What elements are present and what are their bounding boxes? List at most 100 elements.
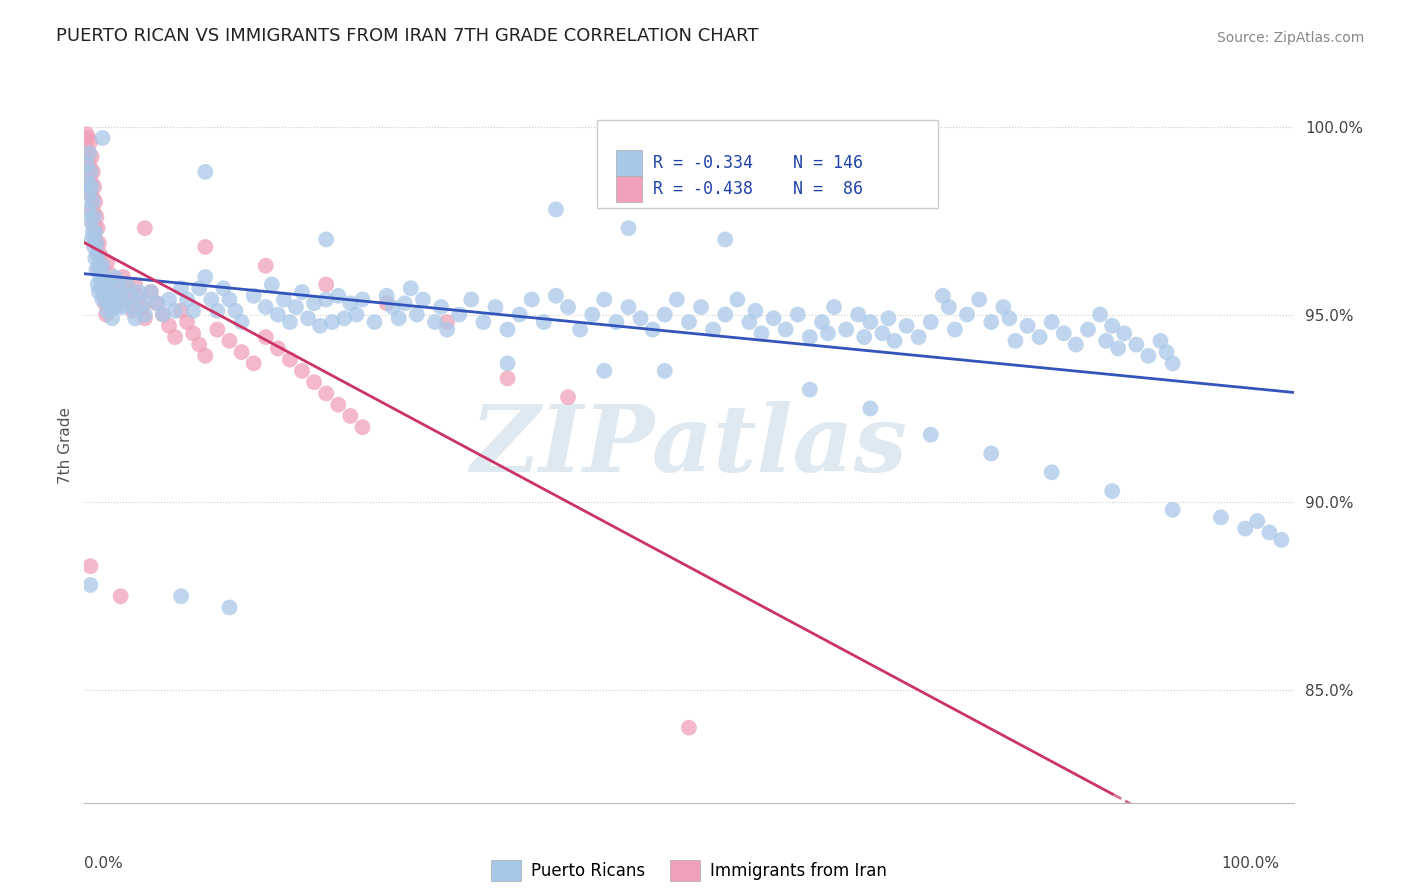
Point xyxy=(617,300,640,314)
Point xyxy=(278,315,301,329)
Text: 100.0%: 100.0% xyxy=(1222,856,1279,871)
Point xyxy=(1107,342,1129,356)
Point xyxy=(80,202,103,217)
Point xyxy=(333,311,356,326)
Point xyxy=(1101,318,1123,333)
Point xyxy=(472,315,495,329)
Point xyxy=(278,352,301,367)
Point xyxy=(430,300,453,314)
Point xyxy=(86,277,108,292)
Point xyxy=(194,165,217,179)
Point xyxy=(1053,326,1076,341)
Point xyxy=(423,315,446,329)
Point xyxy=(872,326,894,341)
Point xyxy=(83,232,105,246)
Point xyxy=(105,300,128,314)
Point xyxy=(315,386,337,401)
Point xyxy=(104,270,127,285)
Point xyxy=(134,221,156,235)
Point xyxy=(146,296,169,310)
Point xyxy=(1161,356,1184,370)
Point xyxy=(1017,318,1039,333)
Point xyxy=(484,300,506,314)
Point xyxy=(207,303,229,318)
Point xyxy=(714,232,737,246)
Point xyxy=(315,232,337,246)
Point xyxy=(121,303,143,318)
Point xyxy=(762,311,785,326)
Point xyxy=(131,300,153,314)
Point xyxy=(82,218,104,232)
Point xyxy=(436,315,458,329)
Point xyxy=(938,300,960,314)
Point xyxy=(1258,525,1281,540)
Point xyxy=(1234,522,1257,536)
Point xyxy=(86,236,108,251)
Point xyxy=(100,300,122,314)
Point xyxy=(557,300,579,314)
Point xyxy=(79,578,101,592)
Point xyxy=(254,259,277,273)
Point xyxy=(176,293,198,307)
Point xyxy=(328,289,350,303)
Point xyxy=(218,600,240,615)
Point xyxy=(315,293,337,307)
Point xyxy=(98,289,121,303)
Point xyxy=(315,277,337,292)
Point xyxy=(436,322,458,336)
Point xyxy=(775,322,797,336)
Point xyxy=(181,303,204,318)
Point xyxy=(449,308,471,322)
Point xyxy=(84,194,107,209)
Point xyxy=(231,315,253,329)
Point xyxy=(107,277,129,292)
Point xyxy=(170,589,193,603)
Point xyxy=(93,285,115,299)
Point xyxy=(605,315,627,329)
Point xyxy=(120,289,142,303)
Point xyxy=(212,281,235,295)
Point xyxy=(134,308,156,322)
Point xyxy=(1156,345,1178,359)
Point xyxy=(302,375,325,389)
Point xyxy=(79,213,101,227)
Point xyxy=(83,206,105,220)
Point xyxy=(157,293,180,307)
Point xyxy=(877,311,900,326)
Point xyxy=(352,420,374,434)
Point xyxy=(932,289,955,303)
Point xyxy=(242,356,264,370)
Point xyxy=(79,559,101,574)
Point xyxy=(967,293,990,307)
Point xyxy=(188,337,211,351)
Point xyxy=(375,296,398,310)
Point xyxy=(110,589,132,603)
Point xyxy=(170,303,193,318)
Point xyxy=(980,315,1002,329)
Point xyxy=(557,390,579,404)
Point xyxy=(544,202,567,217)
Point xyxy=(998,311,1021,326)
Point xyxy=(176,315,198,329)
Point xyxy=(87,259,110,273)
Point xyxy=(1161,503,1184,517)
Point xyxy=(859,401,882,416)
Point xyxy=(665,293,688,307)
Text: Source: ZipAtlas.com: Source: ZipAtlas.com xyxy=(1216,30,1364,45)
Point xyxy=(101,300,124,314)
Point xyxy=(194,349,217,363)
Point xyxy=(165,330,187,344)
Point xyxy=(91,274,114,288)
Point xyxy=(641,322,664,336)
Point xyxy=(399,281,422,295)
Point xyxy=(225,303,247,318)
Point xyxy=(920,315,942,329)
Point xyxy=(115,277,138,292)
Point xyxy=(112,300,135,314)
Point xyxy=(412,293,434,307)
Point xyxy=(581,308,603,322)
Point xyxy=(83,210,105,224)
Point xyxy=(1040,315,1063,329)
Text: PUERTO RICAN VS IMMIGRANTS FROM IRAN 7TH GRADE CORRELATION CHART: PUERTO RICAN VS IMMIGRANTS FROM IRAN 7TH… xyxy=(56,27,759,45)
Point xyxy=(79,165,101,179)
